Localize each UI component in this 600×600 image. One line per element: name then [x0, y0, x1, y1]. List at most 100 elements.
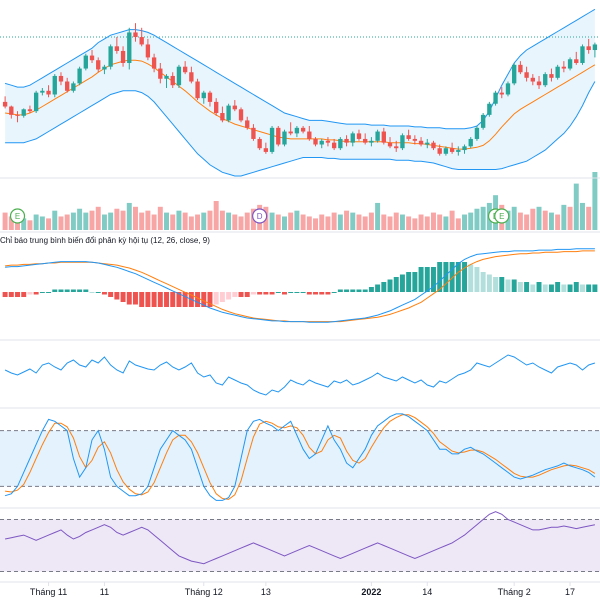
candle-body — [300, 127, 306, 132]
volume-bar — [46, 218, 52, 230]
macd-histogram-bar — [319, 292, 325, 295]
macd-histogram-bar — [362, 289, 368, 292]
candle-body — [2, 101, 8, 107]
candle-body — [145, 44, 151, 58]
volume-bar — [443, 216, 449, 230]
candle-body — [338, 138, 343, 149]
candle-body — [543, 74, 548, 86]
volume-bar — [219, 210, 225, 230]
volume-bar — [313, 218, 319, 230]
volume-bar — [101, 214, 107, 230]
macd-histogram-bar — [21, 292, 27, 297]
volume-bar — [188, 216, 194, 230]
macd-histogram-bar — [201, 292, 207, 307]
candle-body — [9, 106, 14, 115]
macd-histogram-bar — [139, 292, 145, 307]
macd-histogram-bar — [579, 284, 585, 292]
volume-bar — [182, 212, 188, 230]
macd-histogram-bar — [356, 289, 362, 292]
volume-bar — [114, 208, 120, 230]
macd-histogram-bar — [573, 282, 579, 292]
candle-body — [567, 59, 573, 69]
candle-body — [462, 146, 467, 151]
macd-histogram-bar — [511, 279, 517, 292]
macd-histogram-bar — [462, 262, 468, 292]
volume-bar — [555, 214, 561, 230]
macd-histogram-bar — [455, 262, 461, 292]
volume-bar — [288, 212, 294, 230]
macd-histogram-bar — [275, 292, 281, 293]
macd-histogram-bar — [219, 292, 225, 302]
candle-body — [344, 138, 349, 143]
volume-bar — [170, 214, 176, 230]
macd-histogram-bar — [101, 292, 107, 295]
macd-histogram-bar — [406, 272, 412, 292]
volume-bar — [356, 214, 362, 230]
bollinger-lower-line — [5, 81, 596, 177]
stochastic-pane[interactable] — [0, 413, 600, 501]
time-axis-label: 14 — [422, 587, 432, 597]
macd-histogram-bar — [250, 292, 256, 295]
candle-body — [151, 57, 157, 69]
candle-body — [592, 44, 598, 51]
macd-histogram-bar — [33, 292, 39, 295]
candle-body — [536, 81, 542, 86]
candle-body — [431, 142, 436, 149]
line-oscillator-pane[interactable] — [4, 354, 596, 396]
volume-bar — [573, 183, 579, 230]
candle-body — [319, 140, 324, 145]
candle-body — [89, 55, 95, 61]
volume-bar — [8, 216, 14, 230]
volume-bar — [2, 212, 8, 230]
volume-bar — [275, 214, 281, 230]
macd-histogram-bar — [176, 292, 182, 307]
volume-bar — [58, 216, 64, 230]
candle-body — [524, 72, 529, 78]
price-pane[interactable] — [0, 8, 600, 177]
candle-body — [418, 140, 424, 145]
candle-body — [456, 150, 461, 152]
macd-histogram-bar — [350, 289, 356, 292]
time-axis: Tháng 11 11 Tháng 12 13 2022 14 Tháng 2 17 — [30, 582, 575, 597]
macd-histogram-bar — [337, 289, 343, 292]
volume-bar — [480, 206, 486, 230]
volume-bar — [126, 202, 132, 230]
volume-bar — [232, 214, 238, 230]
time-axis-label: Tháng 2 — [498, 587, 531, 597]
rsi-pane[interactable] — [0, 511, 600, 572]
candle-body — [52, 75, 57, 95]
candle-body — [176, 66, 182, 86]
macd-histogram-bar — [486, 274, 492, 292]
candle-body — [530, 77, 535, 82]
volume-bar — [95, 206, 101, 230]
candle-body — [77, 68, 82, 84]
candle-body — [437, 148, 442, 154]
macd-pane[interactable] — [2, 248, 598, 323]
event-letter: E — [15, 212, 20, 221]
volume-bar — [418, 214, 424, 230]
macd-histogram-bar — [64, 289, 70, 292]
candle-body — [586, 46, 591, 51]
volume-bar — [511, 206, 517, 230]
candle-body — [96, 60, 101, 70]
candle-body — [468, 138, 473, 147]
candle-body — [263, 148, 269, 152]
candle-body — [406, 135, 411, 139]
macd-histogram-bar — [257, 292, 263, 295]
volume-bar — [319, 214, 325, 230]
macd-histogram-bar — [70, 289, 76, 292]
oscillator-line — [4, 354, 596, 396]
event-letter: E — [499, 212, 504, 221]
volume-bar — [145, 210, 151, 230]
macd-histogram-bar — [132, 292, 138, 305]
macd-histogram-bar — [263, 292, 269, 295]
macd-histogram-bar — [89, 292, 95, 293]
candle-body — [114, 46, 120, 51]
candle-body — [350, 133, 355, 143]
volume-bar — [424, 216, 430, 230]
candle-body — [269, 127, 275, 152]
volume-bar — [468, 212, 474, 230]
candle-body — [127, 32, 132, 63]
volume-bar — [430, 212, 436, 230]
